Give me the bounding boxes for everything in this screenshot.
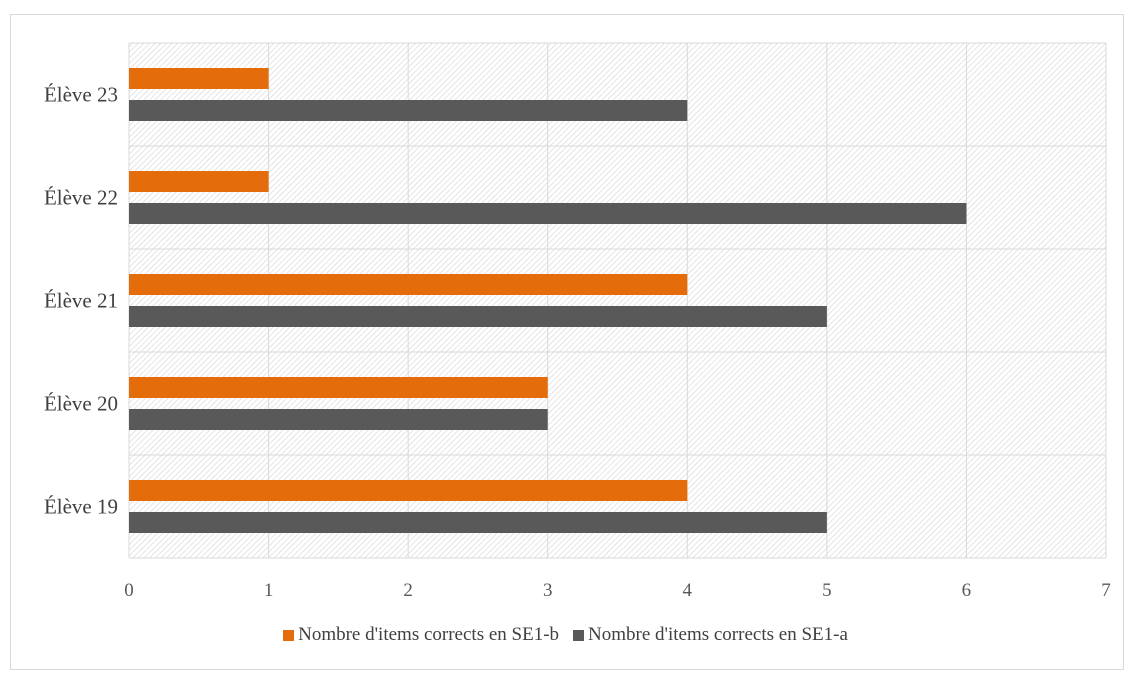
bars [129,68,967,533]
category-label: Élève 21 [44,289,118,313]
bar-se1-a [129,100,688,121]
x-tick-label: 1 [264,580,274,601]
x-tick-label: 2 [403,580,413,601]
bar-se1-b [129,480,688,501]
x-tick-label: 0 [124,580,134,601]
category-label: Élève 23 [44,83,118,107]
category-label: Élève 20 [44,392,118,416]
legend-swatch [573,629,585,641]
x-axis-ticks: 0 1 2 3 4 5 6 7 [124,580,1111,601]
bar-se1-b [129,274,688,295]
bar-se1-a [129,409,548,430]
x-tick-label: 6 [962,580,972,601]
bar-se1-a [129,203,967,224]
bar-se1-b [129,171,269,192]
legend-item: Nombre d'items corrects en SE1-a [573,624,848,646]
legend-label: Nombre d'items corrects en SE1-a [588,624,848,645]
bar-se1-b [129,377,548,398]
x-tick-label: 7 [1101,580,1111,601]
y-axis-categories: Élève 19 Élève 20 Élève 21 Élève 22 Élève 23 [44,83,118,519]
legend-item: Nombre d'items corrects en SE1-b [283,624,559,646]
category-label: Élève 19 [44,495,118,519]
bar-se1-b [129,68,269,89]
category-label: Élève 22 [44,186,118,210]
x-tick-label: 3 [543,580,553,601]
legend: Nombre d'items corrects en SE1-b Nombre d… [0,624,1131,646]
bar-se1-a [129,306,827,327]
legend-label: Nombre d'items corrects en SE1-b [298,624,560,645]
plot-area [129,43,1106,558]
x-tick-label: 4 [683,580,693,601]
legend-swatch [283,629,295,641]
gridlines [128,42,1107,559]
bar-se1-a [129,512,827,533]
x-tick-label: 5 [822,580,832,601]
